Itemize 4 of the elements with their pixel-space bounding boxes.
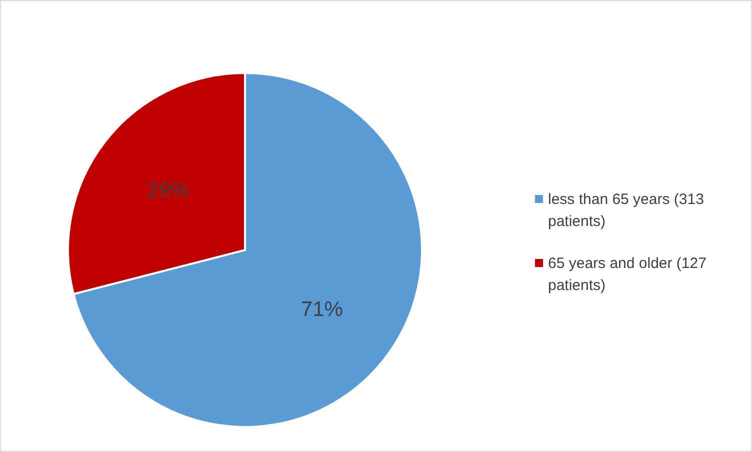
legend-label: less than 65 years (313 patients) bbox=[548, 191, 704, 230]
data-label: 29% bbox=[147, 178, 190, 202]
legend-label: 65 years and older (127 patients) bbox=[548, 255, 706, 294]
data-label: 71% bbox=[300, 298, 343, 322]
